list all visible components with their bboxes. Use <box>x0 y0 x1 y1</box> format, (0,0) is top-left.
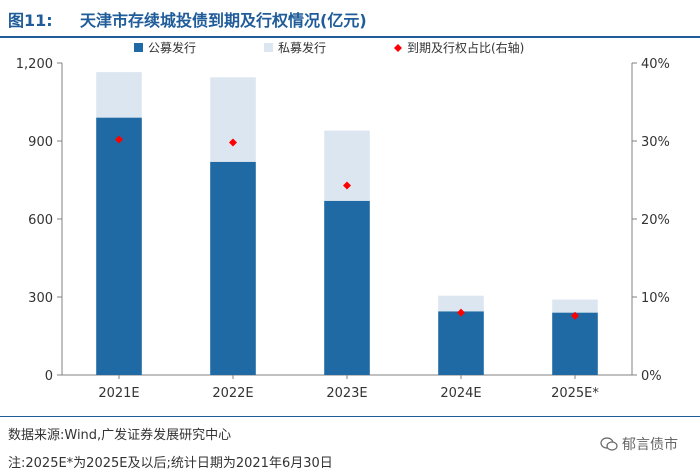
ratio-marker <box>229 138 237 147</box>
watermark-text: 郁言债市 <box>622 437 678 453</box>
ratio-marker <box>571 311 579 320</box>
y-tick-label-right: 30% <box>641 135 670 150</box>
bar-private <box>324 130 370 201</box>
y-tick-label-right: 20% <box>641 213 670 228</box>
figure-title-bar: 图11: 天津市存续城投债到期及行权情况(亿元) <box>0 0 700 38</box>
bar-public <box>210 161 256 375</box>
ratio-marker <box>457 308 465 317</box>
y-tick-label-right: 10% <box>641 291 670 306</box>
y-tick-label-right: 40% <box>641 57 670 72</box>
ratio-marker <box>115 135 123 144</box>
bar-private <box>96 72 142 118</box>
bar-private <box>210 77 256 162</box>
x-tick-label: 2025E* <box>551 386 599 401</box>
y-tick-label-right: 0% <box>641 369 662 384</box>
source-note: 数据来源:Wind,广发证券发展研究中心 <box>8 428 232 443</box>
footer-divider <box>0 416 700 417</box>
y-tick-label-left: 900 <box>28 135 53 150</box>
bar-public <box>438 311 484 375</box>
bar-public <box>324 200 370 375</box>
x-tick-label: 2021E <box>98 386 139 401</box>
x-tick-label: 2023E <box>326 386 367 401</box>
y-tick-label-left: 0 <box>45 369 53 384</box>
footnote: 注:2025E*为2025E及以后;统计日期为2021年6月30日 <box>8 456 333 471</box>
legend-swatch-public <box>134 43 143 52</box>
y-tick-label-left: 600 <box>28 213 53 228</box>
bar-private <box>438 295 484 312</box>
bar-public <box>552 312 598 375</box>
y-tick-label-left: 1,200 <box>16 57 53 72</box>
legend-label-ratio: 到期及行权占比(右轴) <box>407 40 524 55</box>
bar-public <box>96 117 142 375</box>
x-tick-label: 2024E <box>440 386 481 401</box>
figure-label: 图11: <box>8 11 53 30</box>
watermark: 郁言债市 <box>600 434 678 454</box>
wechat-icon <box>600 437 618 451</box>
x-tick-label: 2022E <box>212 386 253 401</box>
bar-private <box>552 299 598 313</box>
legend-swatch-ratio <box>394 44 402 52</box>
ratio-marker <box>343 181 351 190</box>
y-tick-label-left: 300 <box>28 291 53 306</box>
legend-label-public: 公募发行 <box>148 40 196 55</box>
figure-title: 天津市存续城投债到期及行权情况(亿元) <box>80 11 367 30</box>
stacked-bar-chart: 0 300 600 900 1,200 0% 10% 20% 30% 40% 2021E 2022E 2… <box>16 40 670 401</box>
legend-label-private: 私募发行 <box>278 40 326 55</box>
legend-swatch-private <box>264 43 273 52</box>
